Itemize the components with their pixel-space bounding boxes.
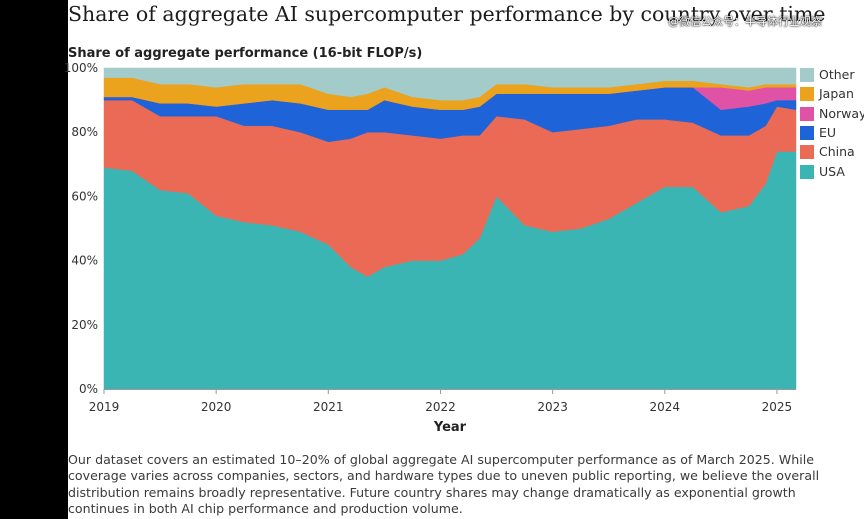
x-axis-label: Year xyxy=(433,420,467,435)
page-title: Share of aggregate AI supercomputer perf… xyxy=(68,2,826,26)
watermark-text: @微信公众号：半导体行业观察 xyxy=(668,15,822,28)
legend-label-norway: Norway xyxy=(819,105,864,121)
legend-swatch-japan xyxy=(800,87,814,102)
y-axis: 0% 20% 40% 60% 80% 100% xyxy=(64,61,98,396)
x-tick-label: 2025 xyxy=(762,400,793,414)
y-tick-label: 0% xyxy=(79,382,98,396)
x-tick-label: 2024 xyxy=(650,400,681,414)
legend-label-usa: USA xyxy=(819,163,845,179)
legend-label-other: Other xyxy=(819,67,855,82)
chart-caption: Our dataset covers an estimated 10–20% o… xyxy=(68,452,820,517)
x-axis: 2019 2020 2021 2022 2023 2024 2025 xyxy=(89,389,796,414)
chart-subtitle: Share of aggregate performance (16-bit F… xyxy=(68,46,422,61)
legend-swatch-china xyxy=(800,145,814,160)
x-tick-label: 2022 xyxy=(425,400,456,414)
x-tick-label: 2019 xyxy=(89,400,120,414)
y-tick-label: 60% xyxy=(71,189,98,203)
legend-swatch-norway xyxy=(800,106,814,121)
x-tick-label: 2021 xyxy=(313,400,344,414)
legend-label-china: China xyxy=(819,144,855,160)
y-tick-label: 20% xyxy=(71,318,98,332)
area-series-other xyxy=(103,67,797,101)
x-tick-label: 2023 xyxy=(537,400,568,414)
y-tick-label: 80% xyxy=(71,125,98,139)
left-black-bar xyxy=(0,0,68,519)
y-tick-label: 40% xyxy=(71,254,98,268)
legend-label-eu: EU xyxy=(819,124,837,140)
legend-swatch-other xyxy=(800,68,814,82)
area-layers xyxy=(103,67,797,390)
y-tick-label: 100% xyxy=(64,61,98,75)
legend-swatch-eu xyxy=(800,125,814,140)
x-tick-label: 2020 xyxy=(201,400,232,414)
legend-label-japan: Japan xyxy=(819,86,854,102)
legend-swatch-usa xyxy=(800,164,814,179)
